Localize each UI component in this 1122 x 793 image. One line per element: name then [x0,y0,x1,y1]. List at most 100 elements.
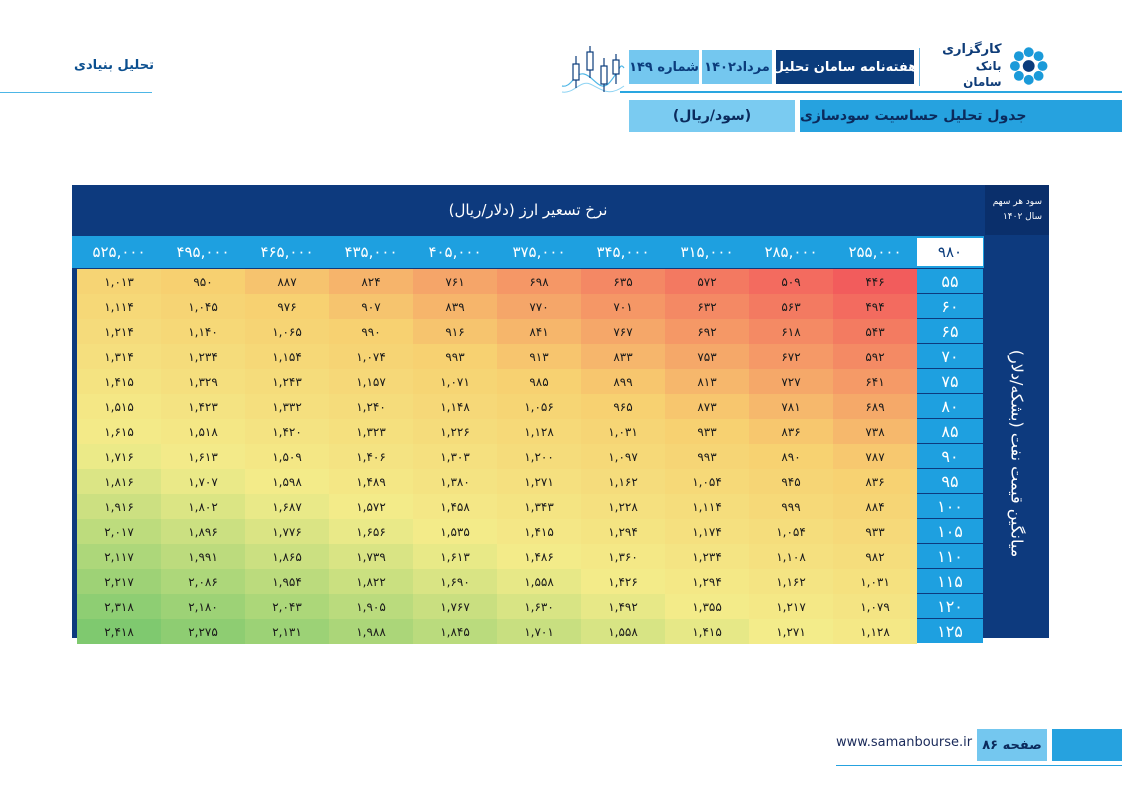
table-cell: ۱,۲۹۴ [665,569,749,594]
table-cell: ۱,۴۱۵ [497,519,581,544]
table-cell: ۱,۶۱۳ [161,444,245,469]
table-cell: ۸۸۷ [245,269,329,294]
table-cell: ۱,۷۱۶ [77,444,161,469]
table-cell: ۵۰۹ [749,269,833,294]
table-cell: ۱,۱۶۲ [581,469,665,494]
table-cell: ۶۳۲ [665,294,749,319]
table-cell: ۱,۴۱۵ [665,619,749,644]
corner-line-1: سود هر سهم [992,197,1042,207]
row-header: ۱۱۵ [917,569,983,593]
table-cell: ۱,۲۷۱ [497,469,581,494]
table-cell: ۱,۲۱۷ [749,594,833,619]
table-cell: ۱,۵۷۲ [329,494,413,519]
table-cell: ۲,۰۸۶ [161,569,245,594]
column-header: ۳۷۵,۰۰۰ [512,243,566,261]
table-cell: ۱,۵۵۸ [581,619,665,644]
saman-flower-icon [1009,47,1048,85]
table-cell: ۴۴۶ [833,269,917,294]
table-cell: ۸۷۳ [665,394,749,419]
table-cell: ۱,۳۵۵ [665,594,749,619]
brand-logo: کارگزاری بانک سامان [934,42,1049,89]
table-cell: ۶۳۵ [581,269,665,294]
table-cell: ۱,۲۴۳ [245,369,329,394]
table-cell: ۱,۳۴۳ [497,494,581,519]
row-header: ۸۵ [917,419,983,443]
table-cell: ۸۱۳ [665,369,749,394]
column-header: ۴۶۵,۰۰۰ [260,243,314,261]
table-cell: ۹۸۵ [497,369,581,394]
table-cell: ۱,۷۶۷ [413,594,497,619]
table-cell: ۲,۰۴۳ [245,594,329,619]
table-cell: ۵۴۳ [833,319,917,344]
table-cell: ۱,۶۱۳ [413,544,497,569]
issue-date: مرداد۱۴۰۲ [702,50,772,84]
table-cell: ۱,۳۲۳ [329,419,413,444]
table-cell: ۱,۲۴۰ [329,394,413,419]
row-axis-label-text: میانگین قیمت نفت (بشکه/دلار) [1007,349,1027,558]
table-cell: ۱,۰۱۳ [77,269,161,294]
brand-line-1: کارگزاری [942,42,1002,57]
table-cell: ۴۹۴ [833,294,917,319]
table-cell: ۱,۰۹۷ [581,444,665,469]
table-cell: ۱,۴۱۵ [77,369,161,394]
table-cell: ۷۸۷ [833,444,917,469]
column-header: ۳۱۵,۰۰۰ [680,243,734,261]
table-cell: ۱,۱۱۴ [77,294,161,319]
table-cell: ۱,۳۰۳ [413,444,497,469]
table-cell: ۲,۲۷۵ [161,619,245,644]
table-cell: ۲,۱۸۰ [161,594,245,619]
row-header: ۹۵ [917,469,983,493]
table-cell: ۱,۶۵۶ [329,519,413,544]
table-cell: ۷۰۱ [581,294,665,319]
table-cell: ۱,۱۵۷ [329,369,413,394]
footer-block [1052,729,1122,761]
corner-line-2: سال ۱۴۰۲ [1002,212,1042,222]
column-header-row: ۲۵۵,۰۰۰ ۲۸۵,۰۰۰ ۳۱۵,۰۰۰ ۳۴۵,۰۰۰ ۳۷۵,۰۰۰ ۴۰۵,۰… [72,236,984,268]
table-cell: ۱,۲۳۴ [665,544,749,569]
table-cell: ۱,۸۲۲ [329,569,413,594]
table-cell: ۱,۲۰۰ [497,444,581,469]
issue-number: شماره ۱۴۹ [629,50,699,84]
table-cell: ۱,۱۲۸ [833,619,917,644]
table-cell: ۱,۰۷۹ [833,594,917,619]
table-cell: ۶۹۸ [497,269,581,294]
table-cell: ۸۳۶ [833,469,917,494]
footer-rule [836,765,1122,766]
column-header: ۲۵۵,۰۰۰ [848,243,902,261]
table-cell: ۸۹۹ [581,369,665,394]
table-cell: ۹۷۶ [245,294,329,319]
table-cell: ۱,۶۱۵ [77,419,161,444]
table-cell: ۱,۰۵۶ [497,394,581,419]
table-cell: ۱,۰۷۴ [329,344,413,369]
table-cell: ۱,۱۲۸ [497,419,581,444]
page-number: صفحه ۸۶ [977,729,1047,761]
table-cell: ۱,۸۴۵ [413,619,497,644]
table-cell: ۹۴۵ [749,469,833,494]
row-header: ۱۲۵ [917,619,983,643]
column-header: ۴۳۵,۰۰۰ [344,243,398,261]
table-cell: ۱,۶۸۷ [245,494,329,519]
table-cell: ۱,۱۵۴ [245,344,329,369]
table-cell: ۱,۶۳۰ [497,594,581,619]
table-cell: ۹۱۳ [497,344,581,369]
row-header: ۵۵ [917,269,983,293]
table-cell: ۶۷۲ [749,344,833,369]
header-divider [919,48,920,86]
table-cell: ۱,۸۱۶ [77,469,161,494]
brand-line-2: بانک سامان [963,59,1002,89]
table-cell: ۱,۴۲۳ [161,394,245,419]
website-url: www.samanbourse.ir [836,735,973,750]
table-cell: ۱,۱۱۴ [665,494,749,519]
table-cell: ۱,۰۷۱ [413,369,497,394]
table-cell: ۵۹۲ [833,344,917,369]
table-cell: ۱,۲۲۶ [413,419,497,444]
table-cell: ۷۳۸ [833,419,917,444]
table-cell: ۱,۰۳۱ [581,419,665,444]
table-cell: ۹۸۲ [833,544,917,569]
column-header: ۴۰۵,۰۰۰ [428,243,482,261]
candlestick-chart-icon [561,46,625,93]
table-cell: ۹۰۷ [329,294,413,319]
table-cell: ۱,۸۰۲ [161,494,245,519]
table-cell: ۲,۴۱۸ [77,619,161,644]
table-cell: ۱,۴۸۶ [497,544,581,569]
